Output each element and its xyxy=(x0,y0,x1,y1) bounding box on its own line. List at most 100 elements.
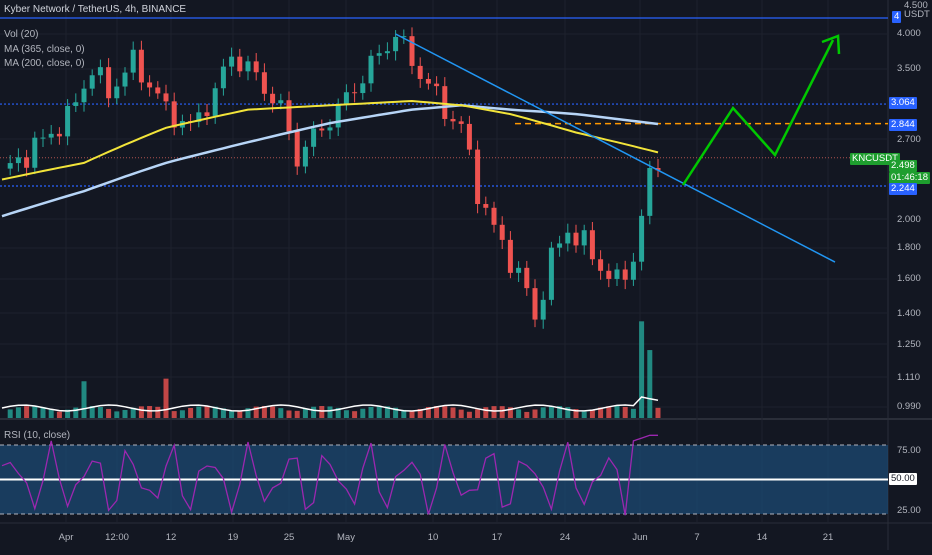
candle-body xyxy=(48,133,54,138)
volume-bar xyxy=(647,350,653,418)
volume-bar xyxy=(352,411,358,418)
level-tag-2244: 2.244 xyxy=(889,183,917,195)
price-label-1600: 1.600 xyxy=(897,273,921,284)
candle-body xyxy=(409,36,415,66)
candle-body xyxy=(393,36,399,52)
price-label-1800: 1.800 xyxy=(897,242,921,253)
volume-bar xyxy=(655,407,661,418)
price-scale-top-label: 4.500 xyxy=(904,0,928,11)
candle-body xyxy=(581,230,587,246)
volume-bar xyxy=(434,406,440,418)
volume-bar xyxy=(114,411,120,418)
volume-bar xyxy=(557,406,563,418)
time-label-apr: Apr xyxy=(58,532,74,543)
candle-body xyxy=(442,86,448,119)
candle-body xyxy=(532,288,538,320)
rsi-indicator-label[interactable]: RSI (10, close) xyxy=(4,430,71,441)
volume-bar xyxy=(573,409,579,418)
time-label-1200: 12:00 xyxy=(105,532,129,543)
candle-body xyxy=(7,163,13,169)
candle-body xyxy=(97,67,103,76)
volume-bar xyxy=(499,406,505,418)
volume-bar xyxy=(368,406,374,418)
candle-body xyxy=(589,230,595,260)
bar-countdown-tag: 01:46:18 xyxy=(889,172,930,184)
volume-bar xyxy=(466,411,472,418)
volume-bar xyxy=(97,407,103,418)
volume-bar xyxy=(606,406,612,418)
projection-path[interactable] xyxy=(681,39,835,186)
price-label-2000: 2.000 xyxy=(897,214,921,225)
candle-body xyxy=(475,149,481,205)
candle-body xyxy=(450,118,456,122)
volume-bar xyxy=(376,406,382,418)
candle-body xyxy=(335,103,341,128)
candle-body xyxy=(89,75,95,89)
candle-body xyxy=(130,49,136,73)
volume-bar xyxy=(130,407,136,418)
volume-bar xyxy=(278,408,284,418)
volume-bar xyxy=(532,409,538,418)
candle-body xyxy=(212,88,218,116)
volume-bar xyxy=(196,406,202,418)
volume-bar xyxy=(73,407,79,418)
rsi-label-25: 25.00 xyxy=(897,505,921,516)
candle-body xyxy=(163,93,169,102)
candle-body xyxy=(196,112,202,122)
indicator-ma365-label[interactable]: MA (365, close, 0) xyxy=(4,44,85,55)
candle-body xyxy=(343,92,349,104)
candle-body xyxy=(655,168,661,171)
volume-bar xyxy=(48,409,54,418)
time-label-jun: Jun xyxy=(632,532,648,543)
candle-body xyxy=(245,61,251,72)
candle-body xyxy=(56,133,62,137)
candle-body xyxy=(606,270,612,279)
level-tag-3064: 3.064 xyxy=(889,97,917,109)
volume-bar xyxy=(220,408,226,418)
volume-bar xyxy=(622,406,628,418)
time-label-17: 17 xyxy=(491,532,503,543)
candle-body xyxy=(270,93,276,104)
candle-body xyxy=(491,207,497,225)
volume-bar xyxy=(598,407,604,418)
candle-body xyxy=(302,146,308,167)
volume-bar xyxy=(507,407,513,418)
volume-bar xyxy=(188,407,194,418)
volume-bar xyxy=(524,411,530,418)
candle-body xyxy=(565,232,571,244)
candle-body xyxy=(311,128,317,147)
candle-body xyxy=(171,101,177,128)
trendline[interactable] xyxy=(395,33,836,263)
candle-body xyxy=(138,49,144,83)
candle-body xyxy=(81,88,87,103)
indicator-ma200-label[interactable]: MA (200, close, 0) xyxy=(4,58,85,69)
candle-body xyxy=(425,78,431,84)
candle-body xyxy=(548,247,554,300)
candle-body xyxy=(294,131,300,167)
volume-bar xyxy=(229,410,235,418)
volume-bar xyxy=(294,410,300,418)
candle-body xyxy=(65,105,71,137)
candle-body xyxy=(630,261,636,280)
candle-body xyxy=(458,121,464,124)
candle-body xyxy=(360,83,366,94)
time-label-may: May xyxy=(337,532,355,543)
chart-title: Kyber Network / TetherUS, 4h, BINANCE xyxy=(4,4,187,15)
time-label-14: 14 xyxy=(756,532,768,543)
volume-bar xyxy=(311,406,317,418)
volume-bar xyxy=(171,411,177,418)
volume-bar xyxy=(425,407,431,418)
price-label-1250: 1.250 xyxy=(897,339,921,350)
time-label-7: 7 xyxy=(694,532,700,543)
volume-bar xyxy=(106,408,112,418)
time-label-24: 24 xyxy=(559,532,571,543)
candle-body xyxy=(32,137,38,168)
volume-bar xyxy=(7,409,13,418)
volume-bar xyxy=(327,406,333,418)
candle-body xyxy=(507,239,513,273)
indicator-volume-label[interactable]: Vol (20) xyxy=(4,29,39,40)
ma200-line xyxy=(1,104,659,218)
candle-body xyxy=(352,92,358,94)
